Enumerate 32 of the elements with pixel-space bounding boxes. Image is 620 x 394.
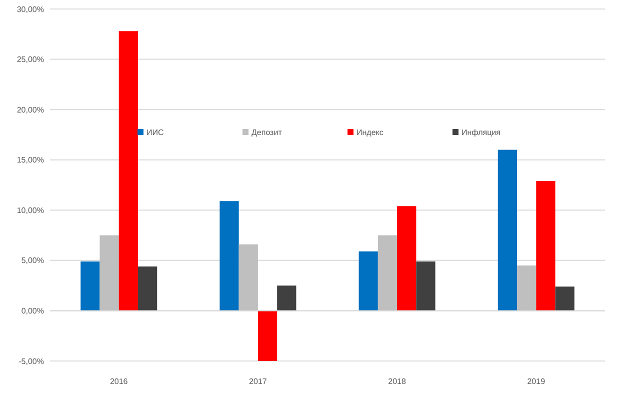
x-tick-label: 2017 [249,377,268,386]
bar [80,261,100,311]
legend-label: Депозит [252,128,282,137]
y-tick-label: 0,00% [21,306,44,316]
bar [498,150,518,311]
bar [100,235,119,311]
bar [118,31,138,311]
y-tick-label: 10,00% [16,206,44,215]
y-tick-label: 25,00% [16,55,44,64]
legend-label: Индекс [356,128,384,137]
bar [397,206,416,311]
y-tick-label: 15,00% [16,156,44,165]
bar [238,244,258,311]
bar [138,266,158,311]
bar [378,235,398,311]
bar [220,201,239,311]
bar [358,251,378,311]
bar [517,265,536,311]
y-tick-label: 5,00% [21,256,44,266]
x-tick-label: 2016 [110,377,128,386]
legend-label: ИИС [146,128,164,137]
bar [277,286,296,311]
y-tick-label: -5,00% [18,356,44,366]
y-tick-label: 20,00% [16,105,44,114]
x-tick-label: 2018 [388,377,406,386]
bar [258,310,278,361]
y-tick-label: 30,00% [16,4,44,14]
bar [555,286,574,311]
bar [536,180,556,311]
x-tick-label: 2019 [527,377,546,386]
bar [416,261,436,311]
legend-label: Инфляция [462,128,500,137]
